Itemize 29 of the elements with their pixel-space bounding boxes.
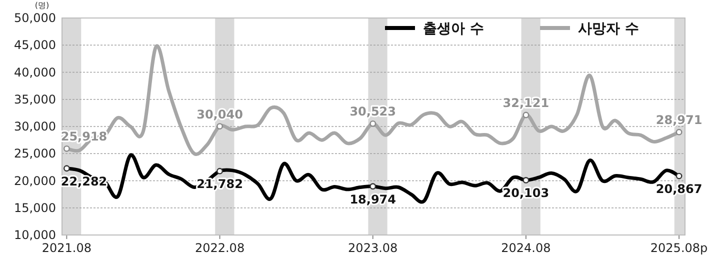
data-label: 25,918 — [60, 130, 108, 144]
legend-label: 출생아 수 — [423, 21, 484, 37]
point — [63, 145, 70, 152]
y-tick-label: 10,000 — [14, 228, 56, 242]
point — [216, 123, 223, 130]
data-label: 18,974 — [350, 192, 396, 206]
data-label: 20,103 — [502, 186, 550, 200]
data-label: 20,867 — [656, 182, 702, 196]
data-label: 30,523 — [350, 104, 396, 119]
data-label: 32,121 — [502, 96, 550, 110]
x-tick-label: 2022.08 — [194, 241, 245, 255]
x-tick-label: 2021.08 — [42, 241, 92, 255]
y-tick-label: 50,000 — [14, 11, 56, 25]
y-tick-label: 35,000 — [14, 92, 56, 106]
point — [676, 128, 682, 136]
y-tick-label: 20,000 — [14, 174, 56, 188]
legend-label: 사망자 수 — [578, 21, 639, 37]
y-tick-label: 25,000 — [14, 146, 56, 161]
x-tick-label: 2025.08p — [650, 241, 708, 255]
y-tick-label: 30,000 — [14, 120, 56, 134]
x-tick-label: 2024.08 — [501, 241, 551, 255]
y-axis-title: (명) — [34, 1, 50, 10]
y-tick-label: 45,000 — [14, 38, 56, 52]
y-tick-label: 15,000 — [14, 200, 56, 215]
data-label: 30,040 — [196, 107, 243, 122]
point — [370, 120, 376, 127]
point — [522, 112, 530, 118]
y-tick-label: 40,000 — [14, 65, 56, 80]
x-tick-label: 2023.08 — [348, 241, 398, 255]
